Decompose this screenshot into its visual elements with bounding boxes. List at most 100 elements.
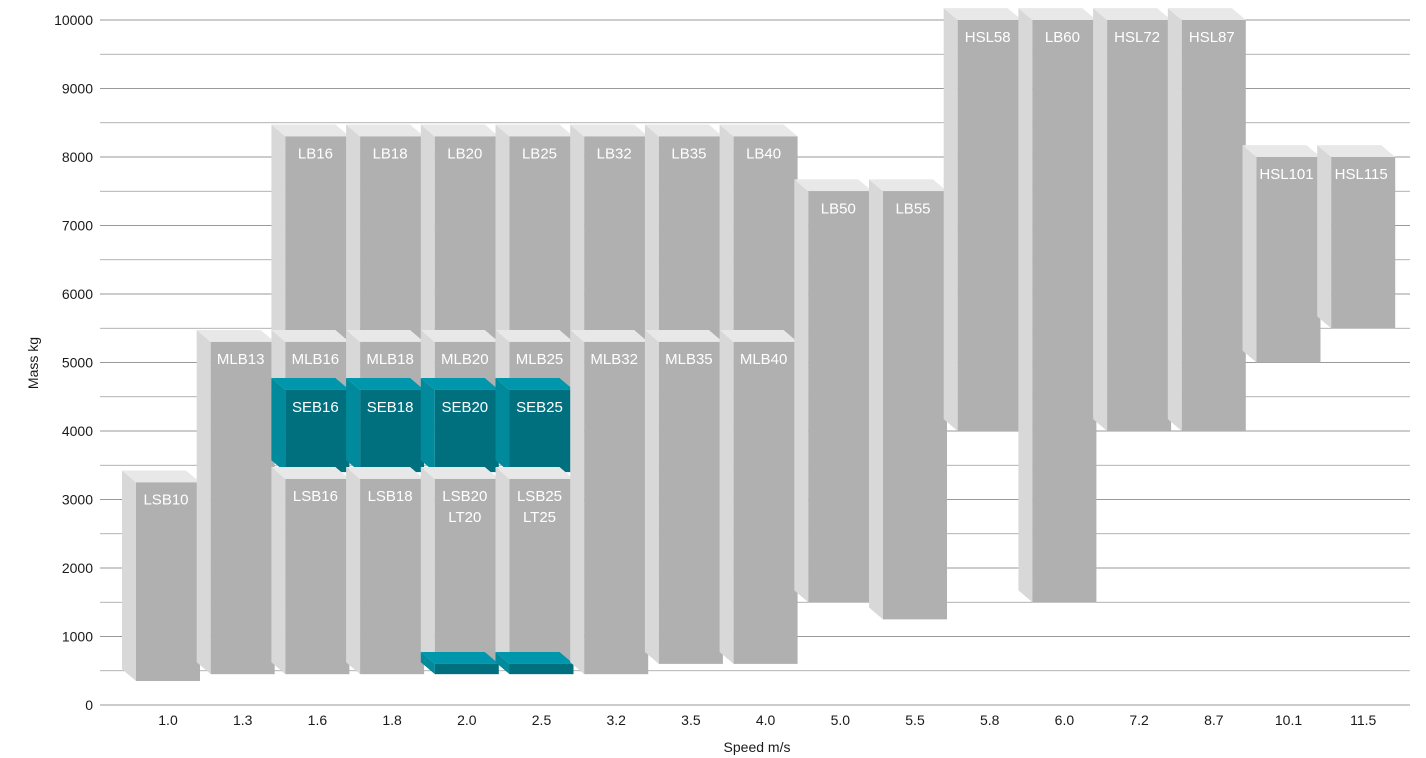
bar-side — [944, 8, 958, 431]
x-tick-label: 5.8 — [980, 712, 1000, 728]
bar-lb16: LB16 — [271, 125, 349, 342]
bar-seb18: SEB18 — [346, 378, 424, 472]
bar-front — [808, 191, 872, 602]
bar-label: MLB20 — [441, 351, 489, 368]
bar-label: LB60 — [1045, 29, 1080, 46]
bar-front — [584, 136, 648, 342]
bar-side — [197, 330, 211, 674]
x-tick-label: 5.0 — [831, 712, 851, 728]
bar-label: SEB16 — [292, 399, 339, 416]
bar-front — [435, 136, 499, 342]
bar-seb25: SEB25 — [496, 378, 574, 472]
bar-lsb20-lt20: LSB20 LT20 — [421, 467, 499, 664]
bar-lsb16: LSB16 — [271, 467, 349, 674]
bar-label: LSB10 — [143, 491, 188, 508]
bar-lsb25-lt25: LSB25 LT25 — [496, 467, 574, 664]
bar-lb55: LB55 — [869, 179, 947, 619]
y-tick-label: 1000 — [62, 629, 93, 645]
bar-label: SEB25 — [516, 399, 563, 416]
bar-front — [734, 342, 798, 664]
bar-label: MLB13 — [217, 351, 265, 368]
x-tick-label: 3.2 — [606, 712, 626, 728]
bar-side — [1168, 8, 1182, 431]
bar-lb50: LB50 — [794, 179, 872, 602]
x-tick-label: 4.0 — [756, 712, 776, 728]
bar-front — [734, 136, 798, 342]
bar-front — [435, 664, 499, 674]
bar-label: LSB18 — [368, 488, 413, 505]
bar-label: SEB20 — [441, 399, 488, 416]
bar-base — [496, 652, 574, 674]
y-tick-label: 7000 — [62, 218, 93, 234]
bar-side — [271, 378, 285, 472]
bar-side — [122, 470, 136, 681]
bar-label: HSL87 — [1189, 29, 1235, 46]
bar-label: LT25 — [523, 509, 556, 526]
y-tick-label: 3000 — [62, 492, 93, 508]
bar-lb25: LB25 — [496, 125, 574, 342]
bar-lb60: LB60 — [1018, 8, 1096, 602]
bar-lsb10: LSB10 — [122, 470, 200, 681]
bar-lb40: LB40 — [720, 125, 798, 342]
bar-label: LB35 — [671, 145, 706, 162]
bars: LSB10MLB13LB16MLB16SEB16LSB16LB18MLB18SE… — [122, 8, 1395, 681]
bar-front — [1257, 157, 1321, 363]
x-tick-label: 2.0 — [457, 712, 477, 728]
bar-label: LSB25 — [517, 488, 562, 505]
bar-label: HSL101 — [1259, 166, 1313, 183]
bar-label: MLB18 — [366, 351, 414, 368]
bar-side — [1018, 8, 1032, 602]
bar-side — [869, 179, 883, 619]
bar-front — [435, 479, 499, 664]
bar-label: SEB18 — [367, 399, 414, 416]
bar-side — [720, 125, 734, 342]
y-tick-label: 0 — [85, 697, 93, 713]
x-tick-label: 7.2 — [1129, 712, 1149, 728]
bar-side — [421, 378, 435, 472]
bar-label: HSL72 — [1114, 29, 1160, 46]
y-axis-ticks: 0 1000 2000 3000 4000 5000 6000 7000 8000 9000 100… — [54, 12, 93, 713]
bar-hsl87: HSL87 — [1168, 8, 1246, 431]
y-axis-label: Mass kg — [25, 337, 41, 389]
bar-front — [1182, 20, 1246, 431]
bar-label: LB50 — [821, 200, 856, 217]
x-tick-label: 1.3 — [233, 712, 253, 728]
bar-base — [421, 652, 499, 674]
bar-mlb40: MLB40 — [720, 330, 798, 664]
bar-front — [1032, 20, 1096, 602]
bar-label: LB16 — [298, 145, 333, 162]
bar-hsl101: HSL101 — [1243, 145, 1321, 362]
bar-label: LT20 — [448, 509, 481, 526]
bar-label: LB55 — [895, 200, 930, 217]
bar-label: LB32 — [597, 145, 632, 162]
y-tick-label: 9000 — [62, 81, 93, 97]
y-tick-label: 10000 — [54, 12, 93, 28]
bar-label: MLB32 — [590, 351, 638, 368]
bar-side — [645, 125, 659, 342]
bar-side — [346, 125, 360, 342]
bar-front — [510, 479, 574, 664]
bar-side — [1093, 8, 1107, 431]
bar-lb35: LB35 — [645, 125, 723, 342]
bar-lsb18: LSB18 — [346, 467, 424, 674]
bar-seb16: SEB16 — [271, 378, 349, 472]
bar-front — [285, 136, 349, 342]
x-tick-label: 11.5 — [1350, 712, 1376, 728]
bar-front — [360, 479, 424, 674]
x-tick-label: 6.0 — [1055, 712, 1075, 728]
bar-front — [510, 136, 574, 342]
bar-hsl58: HSL58 — [944, 8, 1022, 431]
bar-side — [720, 330, 734, 664]
bar-side — [421, 467, 435, 664]
bar-side — [496, 378, 510, 472]
y-tick-label: 6000 — [62, 286, 93, 302]
bar-label: LB25 — [522, 145, 557, 162]
bar-front — [285, 479, 349, 674]
bar-label: LSB16 — [293, 488, 338, 505]
x-axis-label: Speed m/s — [724, 739, 791, 755]
bar-side — [794, 179, 808, 602]
bar-mlb13: MLB13 — [197, 330, 275, 674]
bar-side — [496, 467, 510, 664]
bar-label: MLB35 — [665, 351, 713, 368]
